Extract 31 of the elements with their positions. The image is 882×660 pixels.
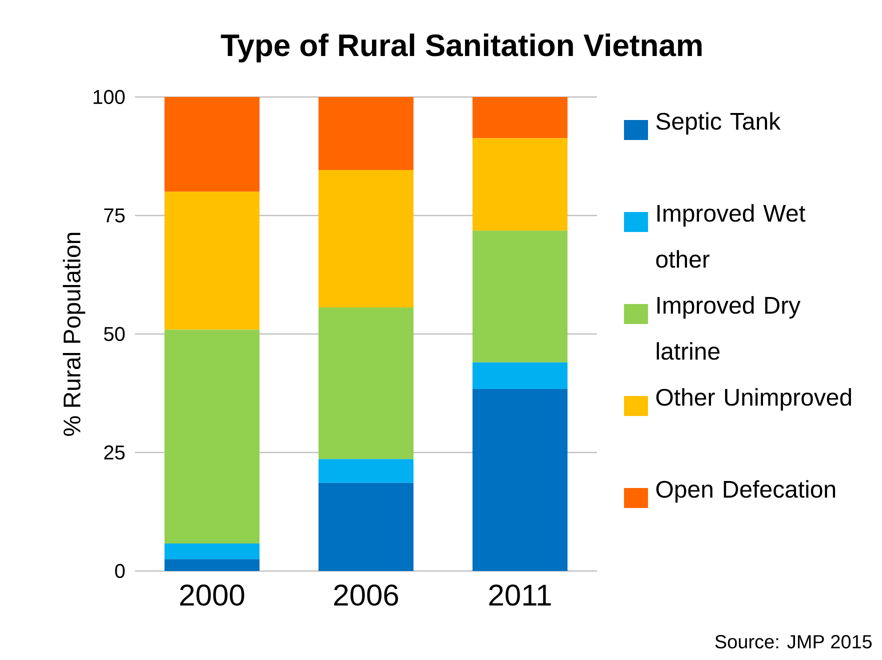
bar bbox=[164, 192, 260, 330]
y-tick-label: 75 bbox=[104, 208, 125, 222]
y-axis-title: % Rural Population bbox=[62, 232, 86, 436]
source-note: Source: JMP 2015 bbox=[715, 635, 872, 648]
bar bbox=[164, 330, 260, 544]
bar bbox=[164, 96, 260, 192]
bar bbox=[318, 96, 414, 170]
y-tick-label: 50 bbox=[104, 326, 125, 342]
bar bbox=[164, 559, 260, 571]
x-tick-label: 2011 bbox=[489, 584, 551, 606]
chart-title: Type of Rural Sanitation Vietnam bbox=[220, 34, 702, 62]
bar bbox=[318, 459, 414, 483]
bar bbox=[318, 170, 414, 308]
bar bbox=[472, 362, 568, 389]
y-tick-label: 25 bbox=[104, 445, 125, 460]
legend-label: Improved Dry latrine bbox=[656, 296, 800, 360]
y-tick-label: 100 bbox=[94, 90, 125, 104]
legend-label: Open Defecation bbox=[656, 480, 836, 503]
bar bbox=[164, 543, 260, 560]
legend-label: Septic Tank bbox=[656, 112, 781, 135]
bar bbox=[472, 138, 568, 231]
y-tick-label: 0 bbox=[115, 564, 125, 578]
bar bbox=[318, 482, 414, 571]
bar bbox=[472, 96, 568, 138]
bar bbox=[472, 230, 568, 362]
bar bbox=[318, 307, 414, 460]
legend-label: Improved Wet other bbox=[656, 204, 806, 268]
x-tick-label: 2006 bbox=[334, 584, 398, 606]
bar bbox=[472, 388, 568, 571]
legend-label: Other Unimproved bbox=[656, 388, 852, 411]
x-tick-label: 2000 bbox=[180, 584, 244, 606]
